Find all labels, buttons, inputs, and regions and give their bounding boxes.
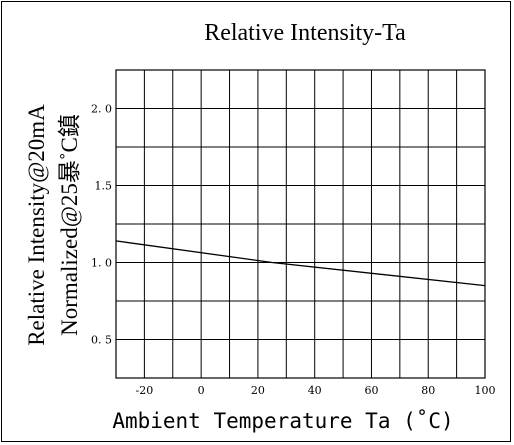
x-axis-label: Ambient Temperature Ta (˚C): [112, 409, 453, 433]
y-tick-label: 1.5: [95, 180, 113, 193]
chart-title: Relative Intensity-Ta: [204, 20, 406, 46]
x-tick-label: -20: [136, 384, 154, 397]
y-tick-labels: 0. 5 1. 0 1.5 2. 0: [91, 103, 112, 347]
x-tick-labels: -20 0 20 40 60 80 100: [136, 384, 496, 397]
y-tick-label: 1. 0: [91, 257, 112, 270]
y-tick-label: 0. 5: [91, 334, 112, 347]
x-tick-label: 80: [421, 384, 435, 397]
grid: [116, 70, 485, 378]
series-line-0: [115, 240, 486, 287]
y-axis-label-line-1: Relative Intensity@20mA: [24, 104, 49, 346]
x-tick-label: 40: [308, 384, 322, 397]
x-tick-label: 20: [251, 384, 265, 397]
y-tick-label: 2. 0: [91, 103, 112, 116]
plot-border: [115, 69, 486, 379]
y-axis-label-line-2: Normalized@25暴˚C鎮: [57, 114, 82, 336]
series-group: [115, 240, 486, 287]
x-tick-label: 60: [364, 384, 378, 397]
x-tick-label: 0: [198, 384, 205, 397]
x-tick-label: 100: [475, 384, 496, 397]
